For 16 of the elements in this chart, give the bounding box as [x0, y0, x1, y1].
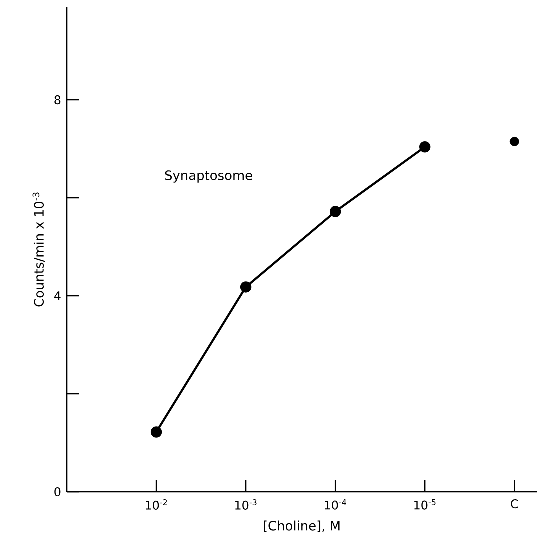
point	[330, 206, 342, 218]
y-axis-title: Counts/min x 10$^{-3}$	[32, 192, 46, 307]
y-tick-label: 0	[54, 487, 61, 497]
point	[150, 426, 162, 438]
x-tick-label: 10$^{-4}$	[325, 500, 346, 510]
point	[240, 282, 252, 293]
y-tick-label: 8	[54, 96, 61, 105]
annotation: Synaptosome	[165, 170, 252, 183]
x-tick-label: 10$^{-3}$	[236, 500, 257, 510]
x-tick-label: 10$^{-2}$	[146, 500, 168, 510]
point	[510, 137, 520, 146]
x-tick-label: 10$^{-5}$	[414, 500, 436, 510]
point	[420, 142, 431, 153]
x-tick-label: C	[511, 500, 518, 509]
y-tick-label: 4	[54, 292, 61, 300]
x-axis-title: [Choline], M	[264, 520, 340, 532]
